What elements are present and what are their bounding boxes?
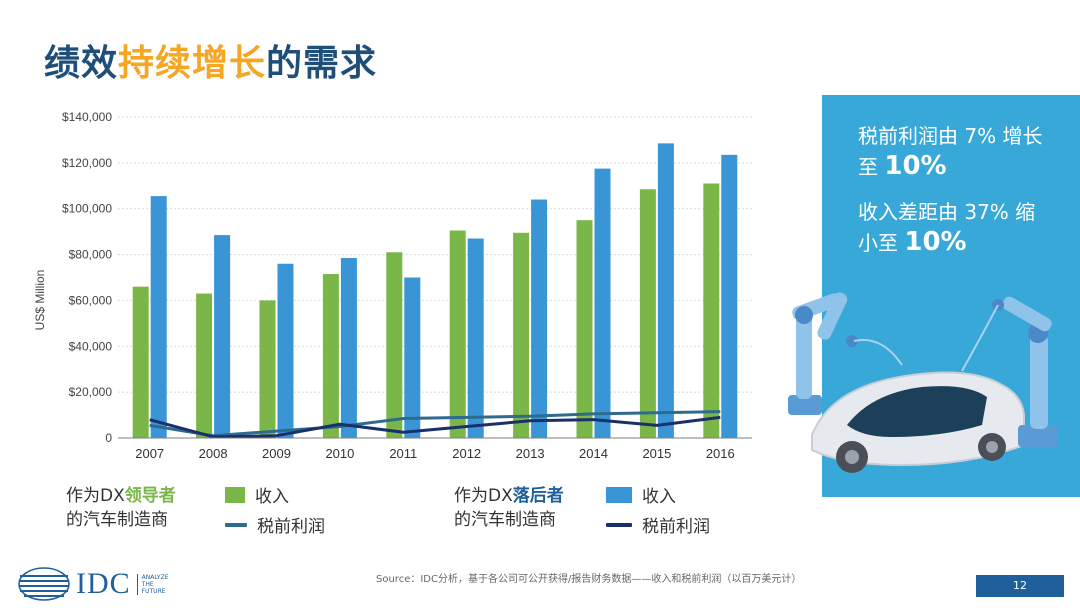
bar-leader-revenue-2012 (449, 230, 466, 438)
x-tick-label: 2012 (452, 446, 481, 461)
leader-label-a: 作为DX (66, 486, 125, 506)
x-axis: 2007 2008 2009 2010 2011 2012 2013 2014 2015 2016 (118, 437, 752, 461)
y-tick-label: $120,000 (62, 156, 112, 170)
page-title: 绩效持续增长的需求 (44, 34, 377, 86)
y-tick-label: $80,000 (69, 248, 113, 262)
laggard-label-a: 作为DX (454, 486, 513, 506)
legend-leader-profit: 税前利润 (225, 512, 325, 537)
leader-label-c: 的汽车制造商 (66, 510, 168, 530)
bar-laggard-revenue-2011 (404, 277, 421, 438)
panel-line-2: 收入差距由 37% 缩 (858, 200, 1036, 224)
car-body-icon (811, 371, 1025, 473)
panel-stat-profit: 税前利润由 7% 增长 至 10% (858, 121, 1042, 182)
legend-swatch-teal-line (225, 522, 247, 527)
x-tick-label: 2015 (642, 446, 671, 461)
legend-leader-revenue-label: 收入 (255, 487, 289, 507)
x-tick-label: 2011 (389, 446, 417, 461)
bar-leader-revenue-2011 (386, 252, 403, 438)
y-tick-label: 0 (105, 431, 112, 445)
logo-tagline: ANALYZE THE FUTURE (136, 573, 169, 595)
bar-leader-revenue-2007 (132, 286, 149, 438)
bar-leader-revenue-2014 (576, 220, 593, 438)
logo-text: IDC (76, 567, 131, 600)
legend-laggard-revenue: 收入 (606, 482, 676, 507)
y-tick-label: $20,000 (69, 385, 113, 399)
idc-logo: IDC ANALYZE THE FUTURE (18, 566, 168, 602)
robot-arm-right-icon (992, 296, 1058, 447)
robot-arm-left-icon (788, 292, 858, 415)
page-number: 12 (976, 575, 1064, 597)
panel-line-1b-value: 10% (884, 151, 947, 181)
laggard-label-b: 落后者 (512, 486, 564, 506)
panel-line-2b-prefix: 小至 (858, 231, 905, 255)
tagline-line-1: ANALYZE (141, 573, 169, 581)
legend-leader-profit-label: 税前利润 (257, 517, 325, 537)
x-tick-label: 2009 (262, 446, 291, 461)
bar-laggard-revenue-2015 (657, 143, 674, 438)
bar-leader-revenue-2016 (703, 183, 720, 438)
revenue-profit-chart: 0 $20,000 $40,000 $60,000 $80,000 $100,000 $12… (33, 110, 752, 461)
y-tick-label: $60,000 (69, 293, 113, 307)
x-tick-label: 2013 (516, 446, 545, 461)
bar-laggard-revenue-2009 (277, 263, 294, 438)
legend-swatch-green (225, 486, 245, 503)
bar-leader-revenue-2015 (639, 189, 656, 438)
legend-laggard-revenue-label: 收入 (642, 487, 676, 507)
bar-laggard-revenue-2008 (214, 235, 231, 438)
laggard-label-c: 的汽车制造商 (454, 510, 556, 530)
bar-laggard-revenue-2012 (467, 238, 484, 438)
panel-line-1b-prefix: 至 (858, 155, 885, 179)
y-tick-label: $40,000 (69, 339, 113, 353)
tagline-line-3: FUTURE (141, 587, 166, 595)
title-part-1: 绩效 (44, 43, 119, 84)
legend-leader-label: 作为DX领导者 的汽车制造商 (66, 484, 176, 532)
y-tick-label: $140,000 (62, 110, 112, 124)
bar-leader-revenue-2013 (513, 232, 530, 438)
leader-label-b: 领导者 (124, 486, 176, 506)
bar-leader-revenue-2009 (259, 300, 276, 438)
bar-laggard-revenue-2014 (594, 168, 611, 438)
x-tick-label: 2008 (199, 446, 228, 461)
chart-lines (149, 410, 721, 439)
title-part-3: 的需求 (266, 43, 378, 84)
chart-gridlines (118, 116, 752, 393)
legend-leader-revenue: 收入 (225, 482, 289, 507)
y-tick-label: $100,000 (62, 202, 112, 216)
legend-laggard-profit: 税前利润 (606, 512, 710, 537)
highlight-panel: 税前利润由 7% 增长 至 10% 收入差距由 37% 缩 小至 10% (788, 95, 1080, 497)
source-note: Source：IDC分析，基于各公司可公开获得/报告财务数据——收入和税前利润（… (376, 574, 802, 585)
tagline-line-2: THE (141, 580, 154, 588)
legend-laggard-label: 作为DX落后者 的汽车制造商 (454, 484, 564, 532)
x-tick-label: 2016 (706, 446, 735, 461)
bar-laggard-revenue-2013 (531, 199, 548, 438)
legend-swatch-blue (606, 486, 632, 503)
y-axis: 0 $20,000 $40,000 $60,000 $80,000 $100,000 $12… (62, 110, 112, 445)
bar-leader-revenue-2008 (196, 293, 213, 438)
chart-bars (132, 143, 738, 438)
legend-swatch-navy-line (606, 522, 632, 527)
y-axis-label: US$ Million (33, 270, 47, 331)
x-tick-label: 2007 (135, 446, 164, 461)
bar-laggard-revenue-2016 (721, 154, 738, 438)
panel-stat-revenue-gap: 收入差距由 37% 缩 小至 10% (858, 197, 1035, 258)
globe-icon (18, 567, 70, 601)
robot-car-illustration (788, 292, 1058, 473)
bar-laggard-revenue-2007 (150, 196, 167, 438)
bar-laggard-revenue-2010 (340, 258, 357, 438)
bar-leader-revenue-2010 (322, 274, 339, 438)
title-part-2: 持续增长 (118, 43, 267, 84)
panel-line-2b-value: 10% (904, 227, 967, 257)
line-leader-profit (149, 410, 721, 438)
panel-line-1: 税前利润由 7% 增长 (858, 124, 1043, 148)
x-tick-label: 2010 (325, 446, 354, 461)
legend-laggard-profit-label: 税前利润 (642, 517, 710, 537)
x-tick-label: 2014 (579, 446, 608, 461)
line-laggard-profit (149, 415, 721, 439)
